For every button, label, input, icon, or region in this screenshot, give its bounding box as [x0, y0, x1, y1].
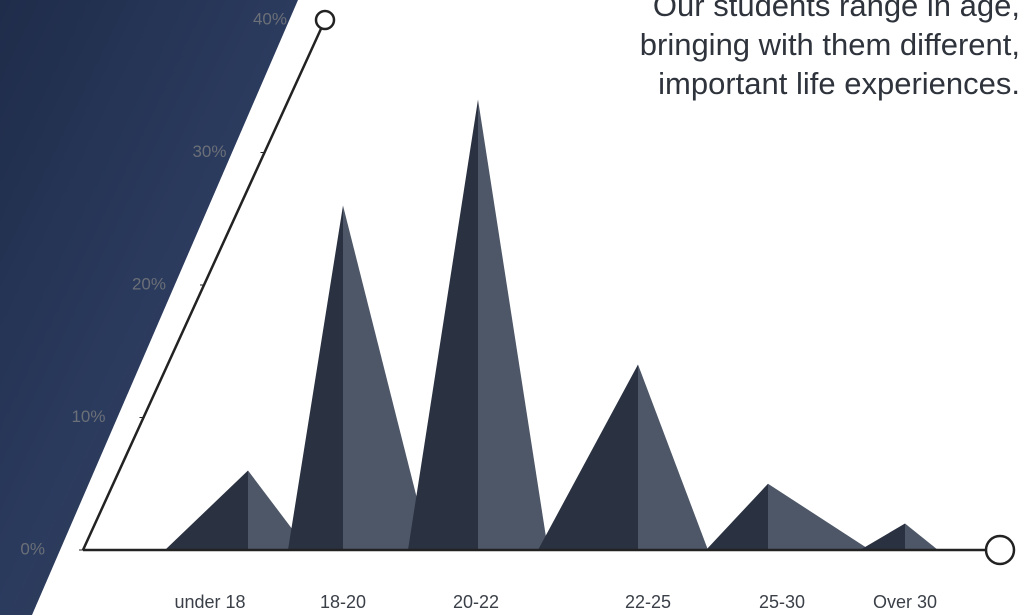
x-tick-label: 18-20 [320, 592, 366, 612]
y-tick-label: 30% [192, 142, 226, 161]
peak-right [343, 205, 430, 550]
plot-area: 0% 10% 20% 30% 40% under 18 18-20 20-22 22-25 25-… [20, 9, 1016, 612]
peak-right [768, 483, 870, 550]
peak-right [478, 99, 548, 550]
peak-left [706, 483, 768, 550]
peak-left [288, 205, 343, 550]
peak-left [860, 523, 905, 550]
peak-left [408, 99, 478, 550]
peak-left [165, 470, 248, 550]
y-tick-label: 0% [20, 539, 45, 558]
background-photo [0, 0, 298, 615]
annotation: Our students range in age, [653, 0, 1020, 23]
x-tick-label: 20-22 [453, 592, 499, 612]
x-tick-label: Over 30 [873, 592, 937, 612]
y-tick-label: 20% [132, 274, 166, 293]
peak-right [905, 523, 938, 550]
axis-end [314, 9, 336, 31]
axis-end [984, 534, 1016, 566]
peak-right [638, 364, 708, 550]
x-tick-label: 25-30 [759, 592, 805, 612]
y-tick-label: 10% [71, 407, 105, 426]
x-tick-label: under 18 [174, 592, 245, 612]
peak-left [538, 364, 638, 550]
x-tick-label: 22-25 [625, 592, 671, 612]
y-tick-label: 40% [253, 9, 287, 28]
annotation: important life experiences. [658, 66, 1020, 101]
annotation: bringing with them different, [640, 27, 1020, 62]
